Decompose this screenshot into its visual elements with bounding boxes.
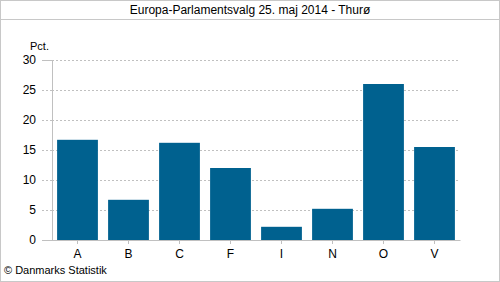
- y-tick-label: 0: [29, 233, 36, 247]
- y-tick-label: 5: [29, 203, 36, 217]
- y-tick: [42, 240, 52, 241]
- x-axis: ABCFINOV: [53, 240, 461, 261]
- y-axis-title: Pct.: [30, 40, 49, 52]
- x-tick: [128, 240, 129, 244]
- title-rule: [0, 19, 500, 20]
- y-tick-label: 20: [23, 113, 37, 127]
- y-tick-group: 20: [23, 113, 52, 127]
- y-tick-label: 30: [23, 53, 37, 67]
- y-tick: [42, 180, 52, 181]
- bar: [363, 84, 404, 240]
- y-tick-label: 25: [23, 83, 37, 97]
- x-tick-label: V: [430, 247, 438, 261]
- x-tick: [281, 240, 282, 244]
- x-tick-label: B: [124, 247, 132, 261]
- y-tick-group: 25: [23, 83, 52, 97]
- y-tick: [42, 60, 52, 61]
- bar: [210, 168, 251, 240]
- y-axis: 0 5 10 15 20 25 30: [23, 53, 53, 247]
- x-tick-label: I: [280, 247, 283, 261]
- source-note: © Danmarks Statistik: [4, 264, 107, 276]
- y-tick: [42, 150, 52, 151]
- x-tick: [332, 240, 333, 244]
- y-tick-group: 5: [29, 203, 52, 217]
- x-tick: [230, 240, 231, 244]
- x-tick-label: F: [227, 247, 234, 261]
- bar: [414, 147, 455, 240]
- y-tick: [42, 210, 52, 211]
- x-tick-group: I: [280, 240, 283, 261]
- x-tick-label: A: [73, 247, 81, 261]
- x-tick: [179, 240, 180, 244]
- bar: [261, 227, 302, 240]
- x-tick-group: C: [175, 240, 184, 261]
- x-tick-group: N: [328, 240, 337, 261]
- x-tick-label: N: [328, 247, 337, 261]
- bar: [159, 143, 200, 240]
- x-tick-group: A: [73, 240, 81, 261]
- y-tick-group: 10: [23, 173, 52, 187]
- bar: [57, 140, 98, 240]
- bar: [108, 200, 149, 240]
- y-axis-line: [42, 61, 53, 241]
- bar: [312, 209, 353, 240]
- bars: [57, 84, 455, 240]
- frame: [1, 1, 500, 282]
- y-tick-group: 30: [23, 53, 52, 67]
- title: Europa-Parlamentsvalg 25. maj 2014 - Thu…: [130, 3, 371, 17]
- grid-line: [52, 240, 460, 241]
- x-axis-line: [53, 240, 461, 241]
- grid: [52, 61, 460, 241]
- y-tick: [42, 120, 52, 121]
- y-tick-label: 15: [23, 143, 37, 157]
- chart: Europa-Parlamentsvalg 25. maj 2014 - Thu…: [0, 0, 500, 282]
- x-tick: [383, 240, 384, 244]
- x-tick-group: B: [124, 240, 132, 261]
- x-tick-group: V: [430, 240, 438, 261]
- y-tick-label: 10: [23, 173, 37, 187]
- grid-line: [52, 60, 460, 61]
- x-tick: [77, 240, 78, 244]
- x-tick-group: F: [227, 240, 234, 261]
- x-tick: [434, 240, 435, 244]
- x-tick-label: O: [379, 247, 388, 261]
- y-tick-group: 0: [29, 233, 52, 247]
- x-tick-label: C: [175, 247, 184, 261]
- y-tick-group: 15: [23, 143, 52, 157]
- x-tick-group: O: [379, 240, 388, 261]
- y-tick: [42, 90, 52, 91]
